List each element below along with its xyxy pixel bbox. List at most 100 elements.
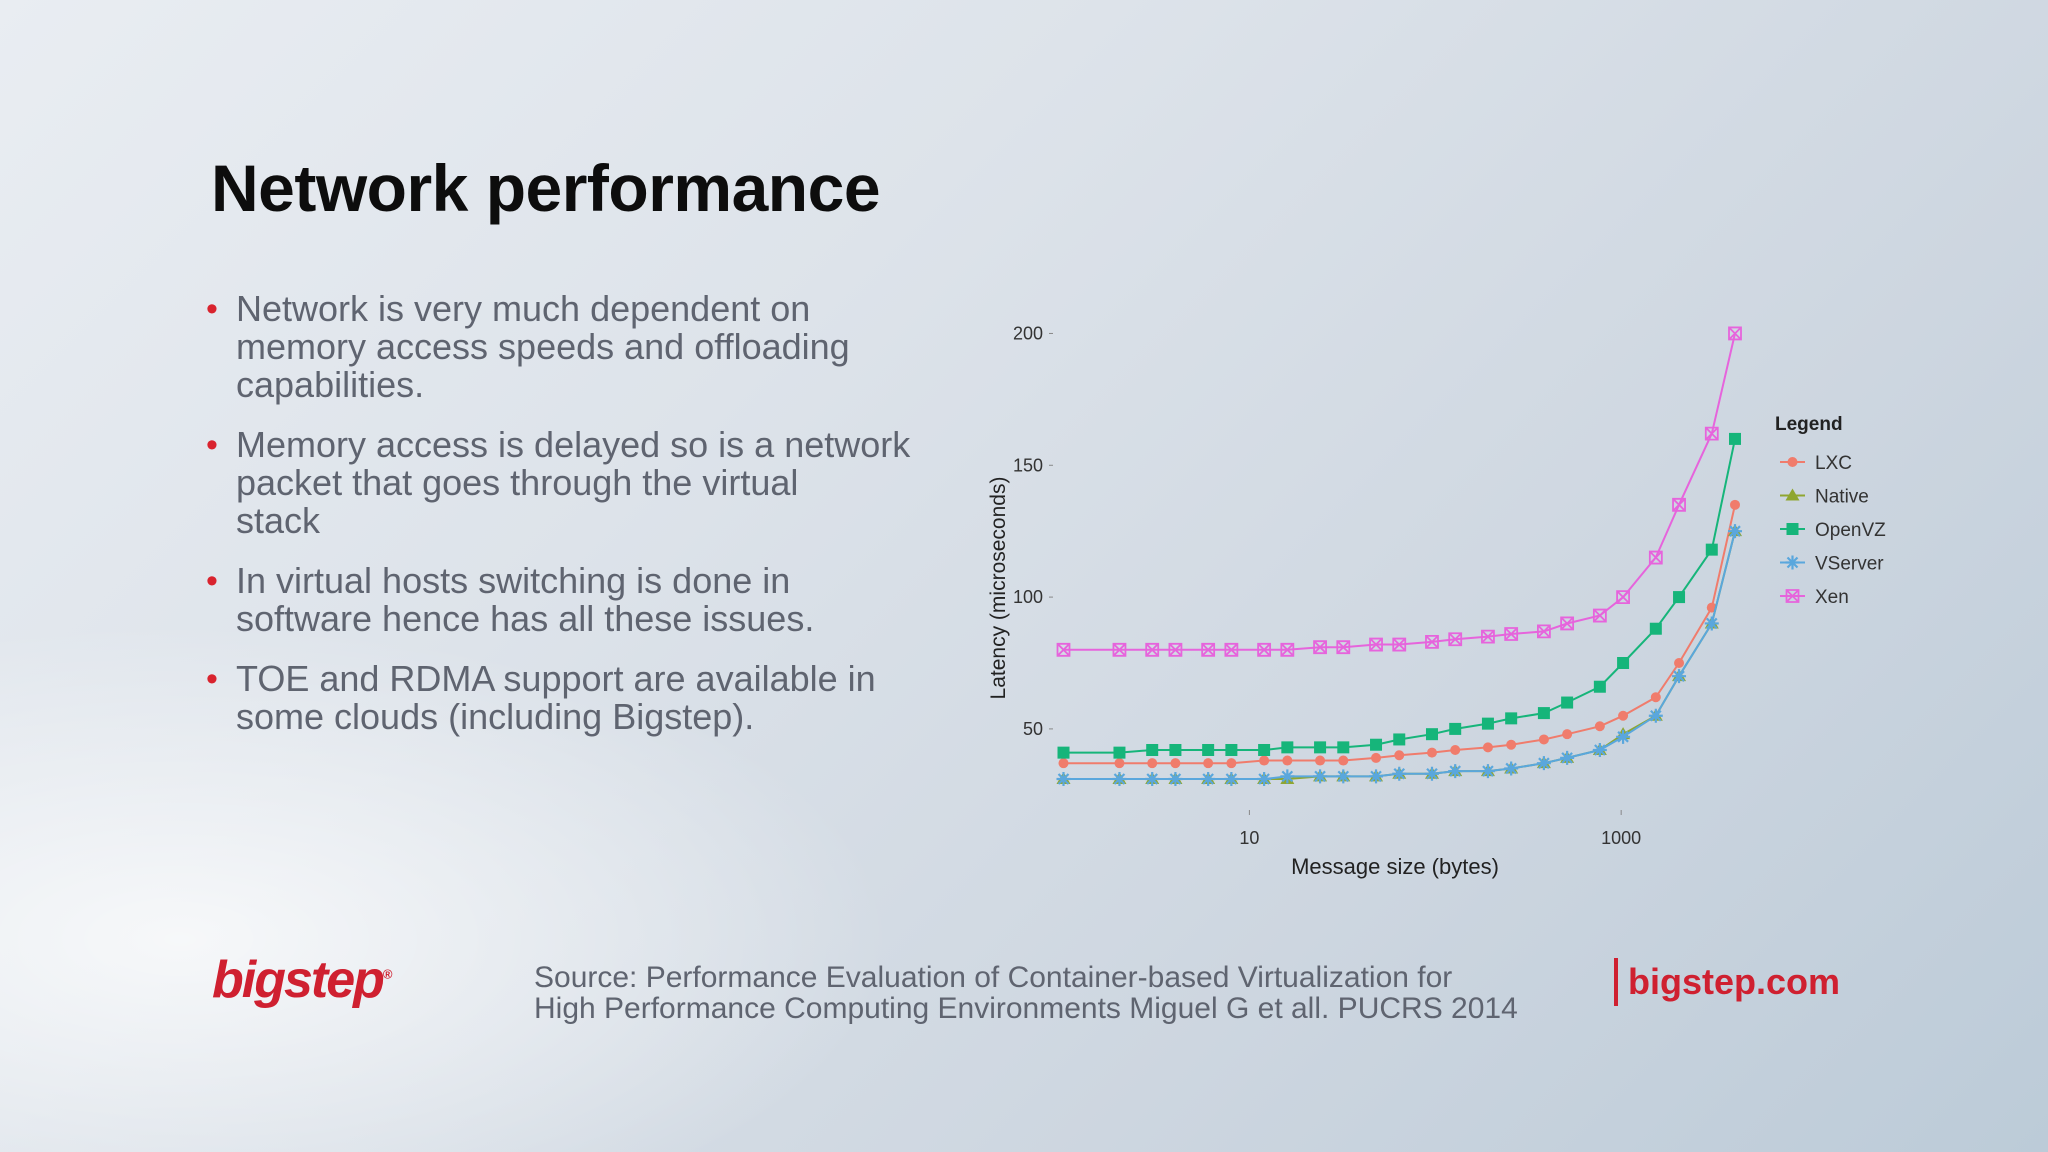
legend-entry: Native <box>1780 487 1869 508</box>
data-point <box>1426 747 1437 758</box>
bullet-line: TOE and RDMA support are available in <box>236 658 876 699</box>
x-axis-title: Message size (bytes) <box>1291 854 1499 879</box>
series-xen <box>1056 326 1742 657</box>
logo-text: bigstep <box>212 951 385 1009</box>
data-point <box>1506 739 1517 750</box>
data-point <box>1392 637 1407 652</box>
data-point <box>1393 733 1406 746</box>
legend-entry: OpenVZ <box>1780 520 1886 541</box>
data-point <box>1785 488 1800 501</box>
data-point <box>1704 426 1719 441</box>
data-point <box>1560 750 1575 765</box>
data-point <box>1481 717 1494 730</box>
data-point <box>1448 764 1463 779</box>
data-point <box>1112 642 1127 657</box>
data-point <box>1336 769 1351 784</box>
data-point <box>1056 772 1071 786</box>
x-tick-label: 1000 <box>1601 828 1641 848</box>
legend-label: Native <box>1815 487 1869 508</box>
data-point <box>1618 710 1629 721</box>
data-point <box>1616 729 1631 744</box>
data-point <box>1112 772 1127 786</box>
data-point <box>1648 550 1663 565</box>
data-point <box>1504 627 1519 641</box>
data-point <box>1168 772 1183 786</box>
legend-entry: LXC <box>1780 453 1852 474</box>
data-point <box>1537 707 1550 720</box>
data-point <box>1201 772 1216 786</box>
bullet-line: capabilities. <box>236 364 425 405</box>
bullet-line: Memory access is delayed so is a network <box>236 424 911 465</box>
data-point <box>1728 524 1742 539</box>
data-point <box>1425 635 1439 649</box>
x-tick-label: 10 <box>1239 828 1259 848</box>
data-point <box>1280 769 1295 784</box>
data-point <box>1592 608 1607 623</box>
data-point <box>1280 642 1295 657</box>
bullet-dot-icon: • <box>206 426 218 464</box>
data-point <box>1145 772 1160 786</box>
data-point <box>1536 756 1551 771</box>
legend-title: Legend <box>1775 414 1843 435</box>
y-tick-label: 50 <box>1023 719 1043 739</box>
data-point <box>1785 555 1800 570</box>
data-point <box>1114 758 1125 769</box>
source-line: High Performance Computing Environments … <box>534 992 1518 1025</box>
bullet-dot-icon: • <box>206 562 218 600</box>
data-point <box>1649 622 1662 635</box>
bullet-line: some clouds (including Bigstep). <box>236 696 755 737</box>
data-point <box>1705 543 1718 556</box>
data-point <box>1449 722 1462 735</box>
data-point <box>1257 772 1272 786</box>
legend-entry: Xen <box>1780 587 1849 608</box>
data-point <box>1505 712 1518 725</box>
background-glow <box>0 620 900 1152</box>
legend-label: VServer <box>1815 554 1884 575</box>
data-point <box>1617 657 1630 669</box>
data-point <box>1616 590 1630 604</box>
bullet-line: software hence has all these issues. <box>236 598 815 639</box>
data-point <box>1425 728 1438 741</box>
data-point <box>1337 741 1350 754</box>
series-vserver <box>1056 524 1742 786</box>
data-point <box>1259 755 1270 766</box>
data-point <box>1673 591 1686 604</box>
data-point <box>1704 616 1719 631</box>
data-point <box>1202 744 1215 756</box>
data-point <box>1369 637 1383 652</box>
data-point <box>1786 523 1799 535</box>
data-point <box>1448 632 1463 647</box>
bullet-item: • In virtual hosts switching is done in … <box>206 562 946 638</box>
series-openvz <box>1057 432 1741 759</box>
bullet-line: packet that goes through the virtual <box>236 462 799 503</box>
y-tick-label: 100 <box>1013 587 1043 607</box>
data-point <box>1392 766 1407 781</box>
y-tick-label: 200 <box>1013 323 1043 343</box>
bullet-line: Network is very much dependent on <box>236 288 811 329</box>
data-point <box>1672 669 1687 684</box>
data-point <box>1450 745 1461 755</box>
data-point <box>1481 629 1495 644</box>
data-point <box>1648 708 1663 723</box>
data-point <box>1258 744 1271 756</box>
data-point <box>1594 721 1605 732</box>
data-point <box>1394 750 1405 761</box>
data-point <box>1145 642 1160 657</box>
data-point <box>1785 589 1800 603</box>
data-point <box>1226 758 1237 769</box>
data-point <box>1369 769 1384 784</box>
data-point <box>1371 752 1382 763</box>
data-point <box>1674 658 1685 668</box>
legend-label: Xen <box>1815 587 1849 608</box>
data-point <box>1147 758 1158 769</box>
data-point <box>1313 640 1327 655</box>
data-point <box>1593 680 1606 693</box>
data-point <box>1730 499 1740 510</box>
data-point <box>1257 642 1272 657</box>
bullet-dot-icon: • <box>206 660 218 698</box>
data-point <box>1787 457 1798 467</box>
source-citation: Source: Performance Evaluation of Contai… <box>534 962 1518 1024</box>
website-link[interactable]: bigstep.com <box>1614 958 1840 1006</box>
data-point <box>1537 624 1551 639</box>
bullet-item: • Network is very much dependent on memo… <box>206 290 946 404</box>
